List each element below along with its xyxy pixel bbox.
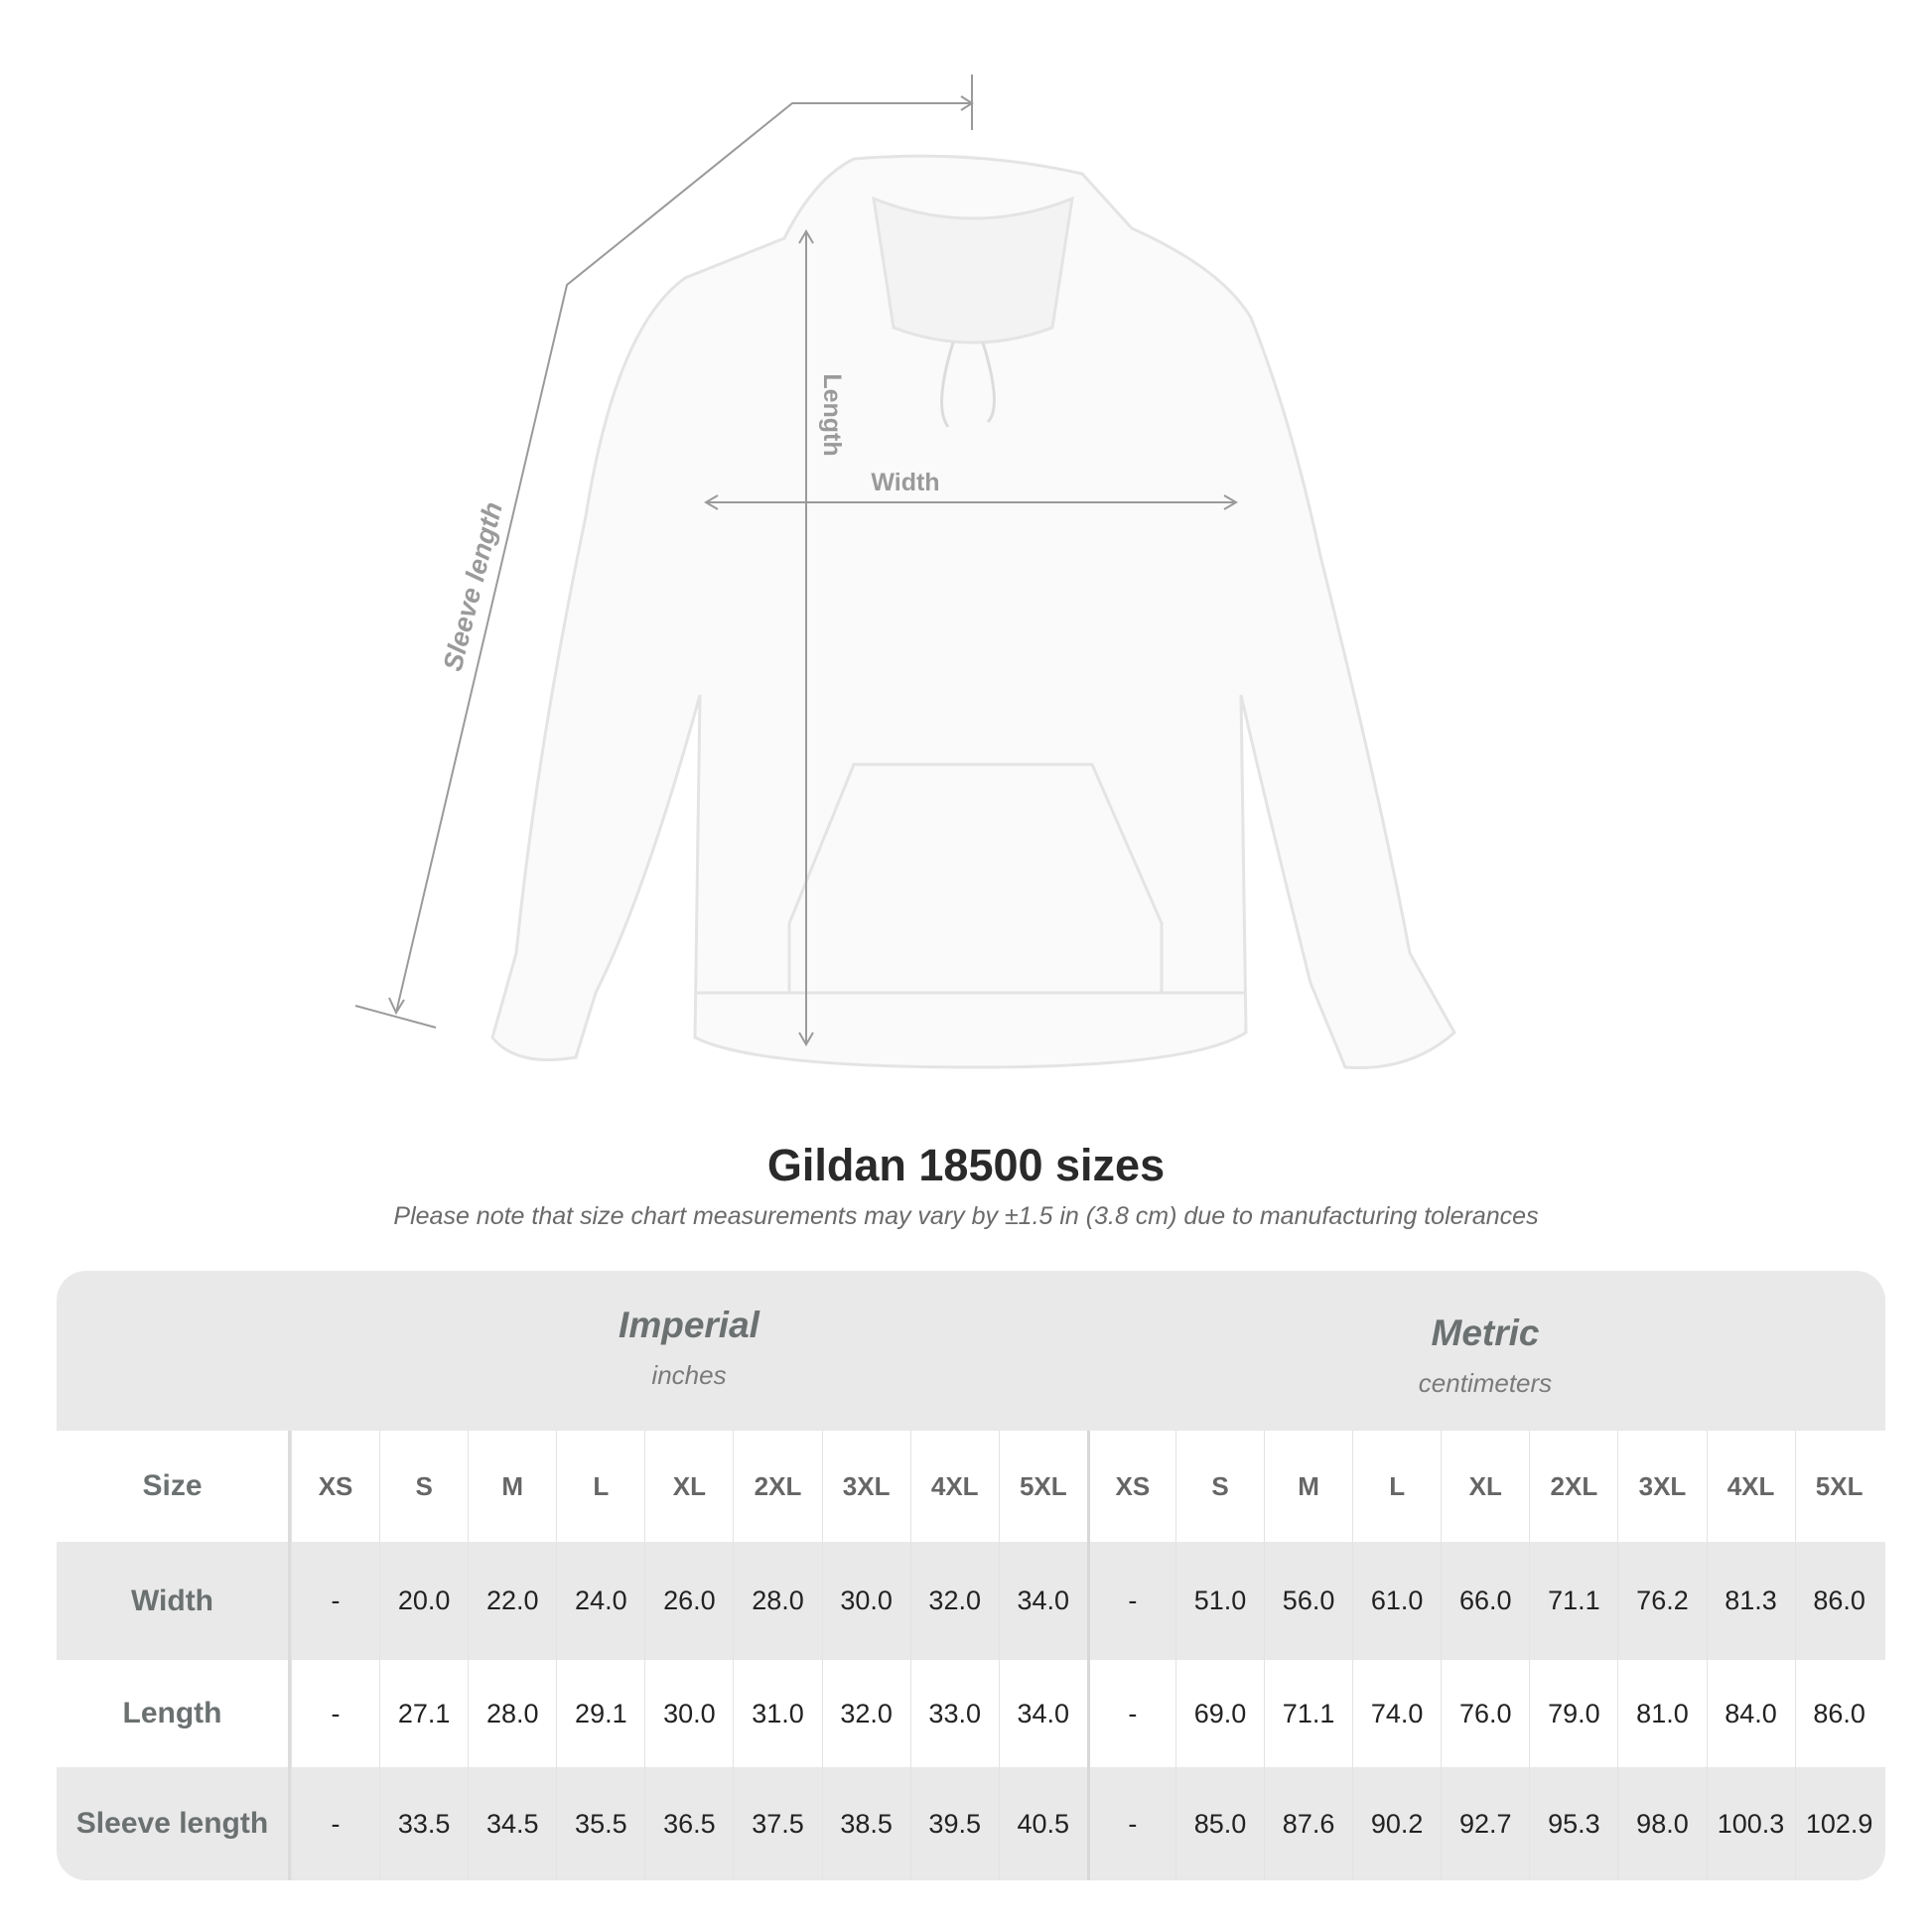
value-imperial: 30.0 [821, 1542, 910, 1660]
value-imperial: 33.5 [379, 1767, 468, 1880]
size-metric-2xl: 2XL [1529, 1431, 1617, 1542]
table-row: Length -27.1 28.0 29.1 30.0 31.0 32.0 33.0 34.0-… [57, 1660, 1885, 1767]
value-metric: 98.0 [1617, 1767, 1706, 1880]
size-metric-l: L [1352, 1431, 1441, 1542]
value-metric: 102.9 [1794, 1767, 1883, 1880]
value-imperial: 39.5 [909, 1767, 999, 1880]
value-metric: 86.0 [1794, 1542, 1883, 1660]
value-metric: 74.0 [1352, 1660, 1441, 1767]
sleeve-length-label: Sleeve length [438, 499, 508, 674]
value-metric: 76.2 [1617, 1542, 1706, 1660]
size-imperial-3xl: 3XL [821, 1431, 910, 1542]
value-metric: - [1086, 1767, 1175, 1880]
value-metric: 95.3 [1529, 1767, 1617, 1880]
value-imperial: 31.0 [733, 1660, 821, 1767]
value-imperial: 27.1 [379, 1660, 468, 1767]
value-metric: 56.0 [1264, 1542, 1352, 1660]
value-imperial: 32.0 [821, 1660, 910, 1767]
imperial-title: Imperial [619, 1305, 759, 1345]
table-header: Imperial inches Metric centimeters [57, 1271, 1885, 1431]
size-imperial-2xl: 2XL [733, 1431, 821, 1542]
size-imperial-m: M [468, 1431, 556, 1542]
imperial-header: Imperial inches [291, 1305, 1087, 1391]
page-title: Gildan 18500 sizes [766, 1140, 1166, 1190]
size-imperial-xs: XS [291, 1431, 379, 1542]
row-label: Sleeve length [57, 1767, 291, 1880]
size-metric-xl: XL [1441, 1431, 1529, 1542]
size-label: Size [57, 1431, 291, 1542]
value-metric: - [1086, 1660, 1175, 1767]
size-imperial-s: S [379, 1431, 468, 1542]
value-metric: 51.0 [1174, 1542, 1264, 1660]
value-metric: 79.0 [1529, 1660, 1617, 1767]
size-imperial-l: L [556, 1431, 644, 1542]
size-metric-xs: XS [1086, 1431, 1175, 1542]
value-imperial: 36.5 [644, 1767, 733, 1880]
table-row: Width -20.0 22.0 24.0 26.0 28.0 30.0 32.0 34.0-5… [57, 1542, 1885, 1660]
hoodie-image [490, 154, 1456, 1070]
value-imperial: - [291, 1660, 379, 1767]
hoodie-measurement-diagram: Width Length Sleeve length [354, 74, 1456, 1070]
value-metric: 81.3 [1706, 1542, 1795, 1660]
value-imperial: 30.0 [644, 1660, 733, 1767]
value-metric: 76.0 [1441, 1660, 1529, 1767]
value-imperial: 34.0 [998, 1542, 1087, 1660]
value-metric: 84.0 [1706, 1660, 1795, 1767]
size-metric-s: S [1174, 1431, 1264, 1542]
size-imperial-5xl: 5XL [998, 1431, 1087, 1542]
value-imperial: 20.0 [379, 1542, 468, 1660]
value-metric: 87.6 [1264, 1767, 1352, 1880]
table-row: Sleeve length -33.5 34.5 35.5 36.5 37.5 38.5 39… [57, 1767, 1885, 1880]
width-label: Width [871, 469, 939, 496]
size-metric-5xl: 5XL [1794, 1431, 1883, 1542]
value-metric: 85.0 [1174, 1767, 1264, 1880]
value-imperial: 28.0 [468, 1660, 556, 1767]
value-imperial: 22.0 [468, 1542, 556, 1660]
value-metric: 90.2 [1352, 1767, 1441, 1880]
metric-unit: centimeters [1418, 1368, 1553, 1398]
value-metric: 61.0 [1352, 1542, 1441, 1660]
value-imperial: 38.5 [821, 1767, 910, 1880]
value-imperial: 33.0 [909, 1660, 999, 1767]
size-metric-3xl: 3XL [1617, 1431, 1706, 1542]
value-imperial: 34.0 [998, 1660, 1087, 1767]
size-header-row: Size XS S M L XL 2XL 3XL 4XL 5XL XS S M L XL 2XL 3XL 4XL 5… [57, 1431, 1885, 1542]
value-metric: 71.1 [1529, 1542, 1617, 1660]
value-imperial: 29.1 [556, 1660, 644, 1767]
value-imperial: 40.5 [998, 1767, 1087, 1880]
metric-title: Metric [1431, 1312, 1540, 1353]
value-metric: 66.0 [1441, 1542, 1529, 1660]
size-metric-4xl: 4XL [1706, 1431, 1795, 1542]
value-metric: 92.7 [1441, 1767, 1529, 1880]
row-label: Length [57, 1660, 291, 1767]
size-table: Imperial inches Metric centimeters Size X… [57, 1271, 1885, 1880]
value-metric: 69.0 [1174, 1660, 1264, 1767]
size-imperial-4xl: 4XL [909, 1431, 999, 1542]
value-imperial: 35.5 [556, 1767, 644, 1880]
tolerance-note: Please note that size chart measurements… [393, 1202, 1539, 1230]
value-metric: - [1086, 1542, 1175, 1660]
value-imperial: 26.0 [644, 1542, 733, 1660]
value-imperial: 37.5 [733, 1767, 821, 1880]
value-metric: 81.0 [1617, 1660, 1706, 1767]
value-metric: 100.3 [1706, 1767, 1795, 1880]
metric-header: Metric centimeters [1087, 1312, 1883, 1399]
value-imperial: - [291, 1767, 379, 1880]
size-imperial-xl: XL [644, 1431, 733, 1542]
row-label: Width [57, 1542, 291, 1660]
value-metric: 86.0 [1794, 1660, 1883, 1767]
value-imperial: 32.0 [909, 1542, 999, 1660]
value-metric: 71.1 [1264, 1660, 1352, 1767]
imperial-unit: inches [651, 1360, 727, 1390]
measurement-lines [354, 74, 1238, 1046]
value-imperial: 24.0 [556, 1542, 644, 1660]
value-imperial: 28.0 [733, 1542, 821, 1660]
value-imperial: 34.5 [468, 1767, 556, 1880]
length-label: Length [818, 373, 846, 456]
sleeve-length-line [395, 102, 972, 1014]
size-metric-m: M [1264, 1431, 1352, 1542]
value-imperial: - [291, 1542, 379, 1660]
